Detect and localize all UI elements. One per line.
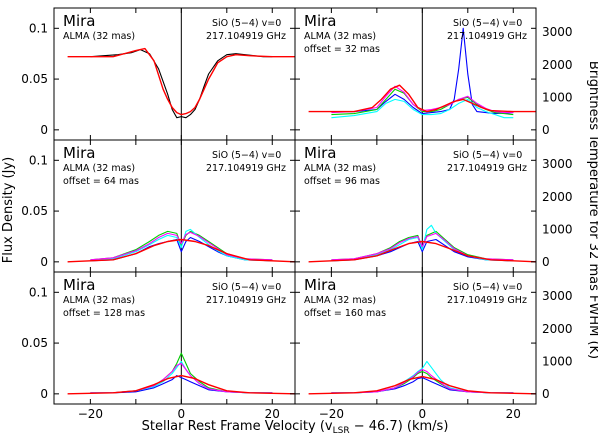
- frequency-label: 217.104919 GHz: [206, 295, 286, 306]
- star-name: Mira: [63, 144, 95, 162]
- series-line-5: [67, 238, 296, 263]
- series-line-4: [331, 368, 514, 394]
- series-line-5: [67, 374, 296, 395]
- y-tick-label-right: 2000: [542, 190, 573, 204]
- y-tick-label-left: 0: [40, 255, 48, 269]
- frequency-label: 217.104919 GHz: [447, 31, 527, 42]
- y-tick-label-left: 0: [40, 387, 48, 401]
- transition-label: SiO (5−4) v=0: [212, 18, 281, 29]
- y-tick-label-right: 2000: [542, 322, 573, 336]
- offset-label: offset = 128 mas: [63, 308, 145, 319]
- y-tick-label-left: 0.05: [21, 336, 48, 350]
- x-tick-label: 0: [178, 407, 186, 421]
- offset-label: offset = 32 mas: [304, 44, 380, 55]
- transition-label: SiO (5−4) v=0: [212, 150, 281, 161]
- y-axis-label-right: Brightness Temperature for 32 mas FWHM (…: [586, 61, 598, 359]
- star-name: Mira: [63, 12, 95, 30]
- x-axis-label: Stellar Rest Frame Velocity (vLSR − 46.7…: [142, 419, 449, 434]
- x-tick-label: 0: [419, 407, 427, 421]
- x-axis-label-main: Stellar Rest Frame Velocity (v: [142, 419, 333, 434]
- y-tick-label-left: 0.1: [29, 21, 48, 35]
- transition-label: SiO (5−4) v=0: [453, 150, 522, 161]
- y-tick-label-right: 1000: [542, 354, 573, 368]
- instrument-label: ALMA (32 mas): [304, 163, 376, 174]
- x-axis-label-sub: LSR: [333, 426, 350, 434]
- y-tick-label-left: 0.1: [29, 285, 48, 299]
- y-tick-label-right: 2000: [542, 58, 573, 72]
- y-tick-label-left: 0.05: [21, 204, 48, 218]
- y-axis-label-left: Flux Density (Jy): [1, 157, 16, 263]
- y-tick-label-right: 1000: [542, 222, 573, 236]
- series-line-3: [331, 98, 514, 119]
- frequency-label: 217.104919 GHz: [447, 163, 527, 174]
- transition-label: SiO (5−4) v=0: [453, 18, 522, 29]
- series-line-5: [308, 84, 536, 113]
- offset-label: offset = 160 mas: [304, 308, 386, 319]
- frequency-label: 217.104919 GHz: [206, 31, 286, 42]
- x-tick-label: 20: [506, 407, 521, 421]
- x-tick-label: −20: [319, 407, 344, 421]
- series-line-1: [331, 27, 514, 115]
- frequency-label: 217.104919 GHz: [206, 163, 286, 174]
- y-tick-label-right: 3000: [542, 289, 573, 303]
- star-name: Mira: [63, 276, 95, 294]
- frequency-label: 217.104919 GHz: [447, 295, 527, 306]
- offset-label: offset = 96 mas: [304, 176, 380, 187]
- y-tick-label-right: 3000: [542, 25, 573, 39]
- y-tick-label-right: 0: [542, 387, 550, 401]
- y-tick-label-right: 3000: [542, 157, 573, 171]
- y-tick-label-left: 0.1: [29, 153, 48, 167]
- y-tick-label-left: 0: [40, 123, 48, 137]
- instrument-label: ALMA (32 mas): [63, 163, 135, 174]
- offset-label: offset = 64 mas: [63, 176, 139, 187]
- instrument-label: ALMA (32 mas): [63, 31, 135, 42]
- x-tick-label: −20: [78, 407, 103, 421]
- y-tick-label-right: 0: [542, 255, 550, 269]
- star-name: Mira: [304, 12, 336, 30]
- transition-label: SiO (5−4) v=0: [212, 282, 281, 293]
- instrument-label: ALMA (32 mas): [304, 295, 376, 306]
- x-axis-label-tail: − 46.7) (km/s): [350, 419, 449, 434]
- transition-label: SiO (5−4) v=0: [453, 282, 522, 293]
- series-line-2: [67, 47, 295, 116]
- star-name: Mira: [304, 276, 336, 294]
- star-name: Mira: [304, 144, 336, 162]
- series-line-5: [308, 375, 537, 395]
- y-tick-label-right: 0: [542, 123, 550, 137]
- instrument-label: ALMA (32 mas): [304, 31, 376, 42]
- panel-frame: [294, 271, 537, 405]
- y-tick-label-left: 0.05: [21, 72, 48, 86]
- series-line-5: [308, 240, 537, 263]
- y-tick-label-right: 1000: [542, 90, 573, 104]
- instrument-label: ALMA (32 mas): [63, 295, 135, 306]
- x-tick-label: 20: [265, 407, 280, 421]
